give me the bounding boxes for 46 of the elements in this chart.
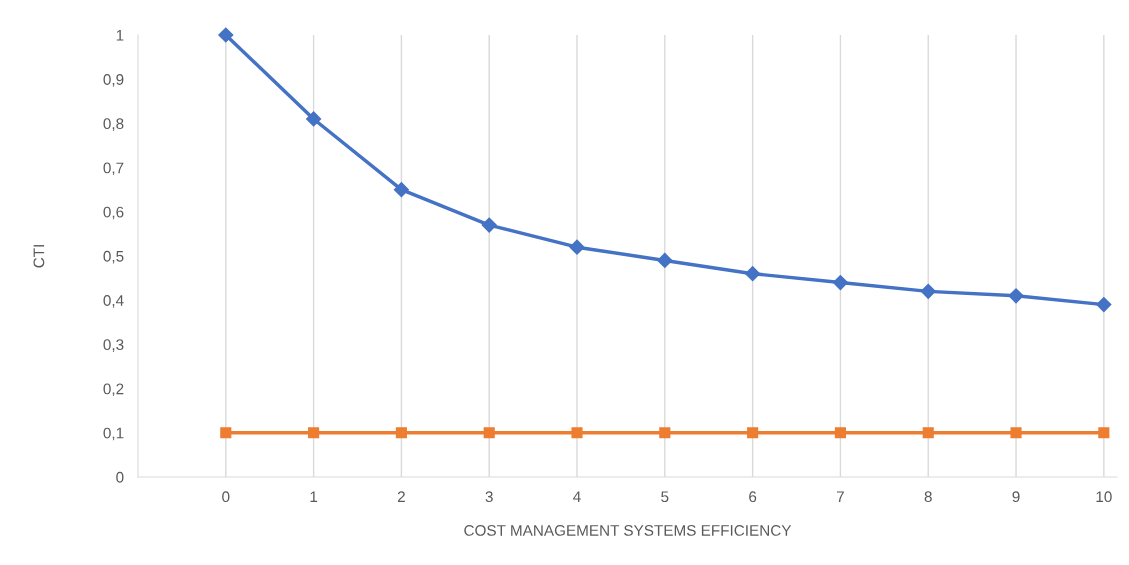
point bbox=[1098, 427, 1110, 439]
y-tick-label: 0,4 bbox=[103, 295, 124, 308]
x-tick-label: 8 bbox=[924, 491, 932, 503]
y-axis-title: CTI bbox=[33, 245, 45, 268]
x-tick-label: 10 bbox=[1096, 491, 1112, 503]
point bbox=[218, 27, 234, 43]
point bbox=[745, 266, 761, 282]
x-tick-label: 9 bbox=[1012, 491, 1020, 503]
y-tick-label: 0,3 bbox=[103, 339, 124, 352]
y-tick-label: 0,5 bbox=[103, 250, 124, 264]
x-tick-label: 1 bbox=[310, 491, 318, 502]
point bbox=[832, 274, 848, 291]
y-tick-label: 0,9 bbox=[103, 74, 124, 87]
point bbox=[657, 252, 673, 268]
y-tick-label: 0,6 bbox=[103, 206, 124, 220]
point bbox=[922, 427, 934, 439]
x-tick-label: 5 bbox=[661, 491, 669, 503]
point bbox=[306, 111, 322, 127]
point bbox=[308, 427, 320, 439]
point bbox=[1096, 297, 1112, 313]
point bbox=[571, 427, 583, 439]
point bbox=[659, 427, 671, 439]
x-tick-label: 4 bbox=[573, 491, 581, 502]
y-tick-label: 0,1 bbox=[103, 427, 124, 441]
x-tick-label: 6 bbox=[749, 491, 757, 503]
point bbox=[481, 217, 497, 233]
point bbox=[747, 427, 759, 439]
point bbox=[1008, 288, 1024, 304]
x-tick-label: 2 bbox=[397, 491, 405, 502]
point bbox=[395, 427, 407, 439]
x-axis-title: COST MANAGEMENT SYSTEMS EFFICIENCY bbox=[464, 524, 792, 536]
point bbox=[834, 427, 846, 439]
y-tick-label: 0 bbox=[116, 471, 124, 483]
x-tick-label: 3 bbox=[485, 491, 493, 503]
point bbox=[920, 283, 936, 299]
point bbox=[393, 182, 409, 198]
x-tick-label: 7 bbox=[836, 491, 844, 502]
y-tick-label: 0,8 bbox=[103, 118, 124, 131]
point bbox=[483, 427, 495, 439]
y-tick-label: 0,7 bbox=[103, 162, 124, 176]
y-tick-label: 1 bbox=[116, 30, 124, 41]
x-tick-label: 0 bbox=[222, 491, 230, 503]
point bbox=[1010, 427, 1022, 439]
point bbox=[220, 427, 232, 439]
point bbox=[569, 239, 585, 255]
y-tick-label: 0,2 bbox=[103, 383, 124, 397]
